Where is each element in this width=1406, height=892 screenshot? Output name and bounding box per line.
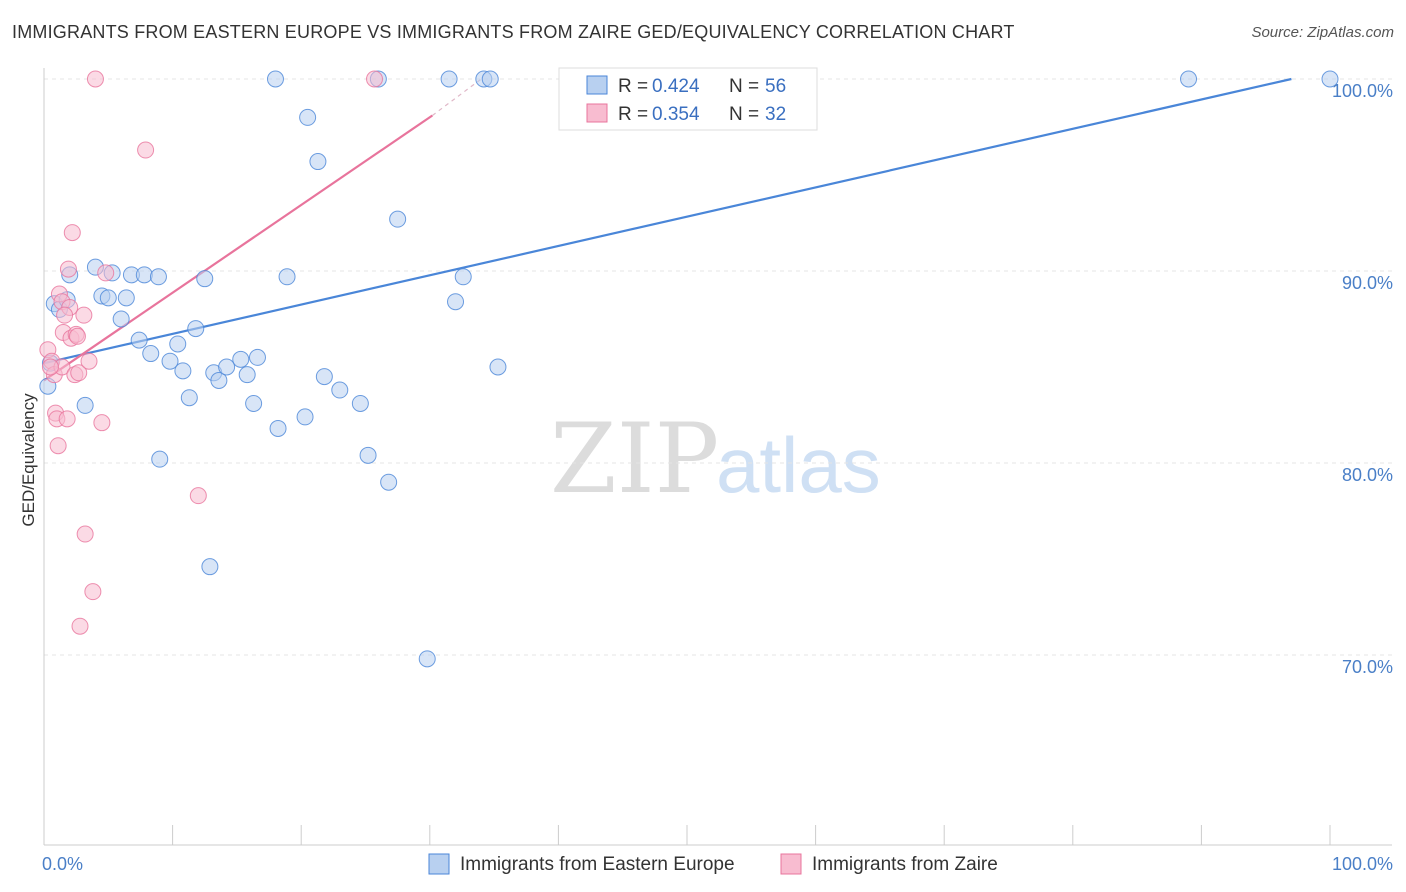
point-eastern-europe bbox=[180, 389, 198, 407]
point-eastern-europe bbox=[99, 289, 117, 307]
bottom-legend: Immigrants from Eastern Europe Immigrant… bbox=[428, 853, 998, 875]
point-eastern-europe bbox=[359, 446, 377, 464]
legend-r-value-1: 0.424 bbox=[652, 76, 700, 97]
legend-n-value-2: 32 bbox=[765, 104, 786, 125]
point-zaire bbox=[137, 141, 155, 159]
point-eastern-europe bbox=[210, 371, 228, 389]
point-eastern-europe bbox=[218, 358, 236, 376]
point-eastern-europe bbox=[309, 153, 327, 171]
watermark-atlas: atlas bbox=[716, 421, 881, 509]
x-tick-label: 100.0% bbox=[1332, 854, 1393, 874]
point-zaire bbox=[75, 306, 93, 324]
bottom-legend-label-eastern-europe: Immigrants from Eastern Europe bbox=[460, 854, 735, 875]
point-zaire bbox=[76, 525, 94, 543]
legend-r-label-2: R = bbox=[618, 104, 648, 125]
point-eastern-europe bbox=[201, 558, 219, 576]
point-eastern-europe bbox=[351, 394, 369, 412]
point-eastern-europe bbox=[245, 394, 263, 412]
point-zaire bbox=[97, 264, 115, 282]
legend-r-label-1: R = bbox=[618, 76, 648, 97]
point-eastern-europe bbox=[174, 362, 192, 380]
legend-n-value-1: 56 bbox=[765, 76, 786, 97]
legend-r-value-2: 0.354 bbox=[652, 104, 700, 125]
point-zaire bbox=[366, 70, 384, 88]
y-tick-label: 70.0% bbox=[1342, 657, 1393, 677]
point-eastern-europe bbox=[296, 408, 314, 426]
point-eastern-europe bbox=[315, 368, 333, 386]
point-zaire bbox=[71, 617, 89, 635]
trend-line-eastern-europe bbox=[43, 77, 1292, 365]
data-points bbox=[39, 70, 1339, 668]
point-eastern-europe bbox=[238, 366, 256, 384]
point-eastern-europe bbox=[169, 335, 187, 353]
point-zaire bbox=[41, 358, 59, 376]
point-zaire bbox=[58, 410, 76, 428]
point-eastern-europe bbox=[76, 396, 94, 414]
bottom-legend-swatch-zaire bbox=[780, 853, 802, 875]
point-eastern-europe bbox=[151, 450, 169, 468]
point-zaire bbox=[59, 260, 77, 278]
legend: R = 0.424 N = 56 R = 0.354 N = 32 bbox=[558, 67, 818, 131]
x-tick-label: 0.0% bbox=[42, 854, 83, 874]
point-eastern-europe bbox=[135, 266, 153, 284]
point-eastern-europe bbox=[266, 70, 284, 88]
legend-swatch-zaire bbox=[586, 103, 608, 123]
point-zaire bbox=[80, 352, 98, 370]
point-zaire bbox=[86, 70, 104, 88]
point-eastern-europe bbox=[299, 108, 317, 126]
point-zaire bbox=[56, 306, 74, 324]
point-eastern-europe bbox=[130, 331, 148, 349]
point-eastern-europe bbox=[117, 289, 135, 307]
point-eastern-europe bbox=[187, 320, 205, 338]
point-eastern-europe bbox=[149, 268, 167, 286]
point-zaire bbox=[189, 487, 207, 505]
point-zaire bbox=[68, 327, 86, 345]
point-zaire bbox=[84, 583, 102, 601]
trend-line-zaire bbox=[43, 114, 433, 382]
point-zaire bbox=[70, 364, 88, 382]
y-tick-label: 100.0% bbox=[1332, 81, 1393, 101]
source-credit: Source: ZipAtlas.com bbox=[1251, 24, 1394, 41]
trend-line-zaire-extension bbox=[432, 78, 482, 116]
chart-title: IMMIGRANTS FROM EASTERN EUROPE VS IMMIGR… bbox=[12, 22, 1015, 42]
y-tick-label: 90.0% bbox=[1342, 273, 1393, 293]
y-tick-label: 80.0% bbox=[1342, 465, 1393, 485]
legend-swatch-eastern-europe bbox=[586, 75, 608, 95]
legend-n-label-1: N = bbox=[729, 76, 759, 97]
point-eastern-europe bbox=[161, 352, 179, 370]
point-eastern-europe bbox=[142, 345, 160, 363]
point-eastern-europe bbox=[112, 310, 130, 328]
point-eastern-europe bbox=[418, 650, 436, 668]
y-axis-label: GED/Equivalency bbox=[19, 393, 38, 527]
point-eastern-europe bbox=[196, 270, 214, 288]
point-eastern-europe bbox=[489, 358, 507, 376]
point-eastern-europe bbox=[447, 293, 465, 311]
trend-lines bbox=[43, 77, 1292, 382]
point-eastern-europe bbox=[481, 70, 499, 88]
legend-n-label-2: N = bbox=[729, 104, 759, 125]
point-zaire bbox=[63, 224, 81, 242]
point-eastern-europe bbox=[380, 473, 398, 491]
point-eastern-europe bbox=[269, 419, 287, 437]
point-eastern-europe bbox=[278, 268, 296, 286]
point-eastern-europe bbox=[232, 350, 250, 368]
point-eastern-europe bbox=[389, 210, 407, 228]
point-eastern-europe bbox=[1321, 70, 1339, 88]
point-zaire bbox=[93, 414, 111, 432]
bottom-legend-swatch-eastern-europe bbox=[428, 853, 450, 875]
point-eastern-europe bbox=[1180, 70, 1198, 88]
point-eastern-europe bbox=[454, 268, 472, 286]
point-zaire bbox=[49, 437, 67, 455]
point-eastern-europe bbox=[248, 348, 266, 366]
axes bbox=[43, 68, 1392, 846]
axis-labels: 70.0% 80.0% 90.0% 100.0% 0.0% 100.0% GED/Equiv… bbox=[19, 81, 1393, 874]
bottom-legend-label-zaire: Immigrants from Zaire bbox=[812, 854, 998, 875]
point-eastern-europe bbox=[440, 70, 458, 88]
watermark-zip: ZIP bbox=[550, 403, 719, 515]
point-eastern-europe bbox=[331, 381, 349, 399]
